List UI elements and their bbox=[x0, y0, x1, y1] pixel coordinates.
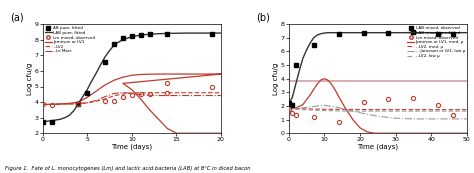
Text: (a): (a) bbox=[10, 12, 24, 22]
Y-axis label: Log cfu/g: Log cfu/g bbox=[27, 63, 33, 95]
Legend: AB pure, fitted, LAB pure, fitted, Lm mixed, observed, Jameson or LV1, --LV2, --: AB pure, fitted, LAB pure, fitted, Lm mi… bbox=[45, 26, 95, 53]
X-axis label: Time (days): Time (days) bbox=[111, 144, 152, 150]
X-axis label: Time (days): Time (days) bbox=[357, 144, 398, 150]
Text: Figure 1.  Fate of L. monocytogenes (Lm) and lactic acid bacteria (LAB) at 8°C i: Figure 1. Fate of L. monocytogenes (Lm) … bbox=[5, 166, 250, 171]
Legend: LAB mixed, observed, LAB mixed, predicted, Lm mixed, observed, Jameson or LV1, m: LAB mixed, observed, LAB mixed, predicte… bbox=[407, 26, 465, 58]
Y-axis label: Log cfu/g: Log cfu/g bbox=[273, 63, 279, 95]
Text: (b): (b) bbox=[256, 12, 271, 22]
